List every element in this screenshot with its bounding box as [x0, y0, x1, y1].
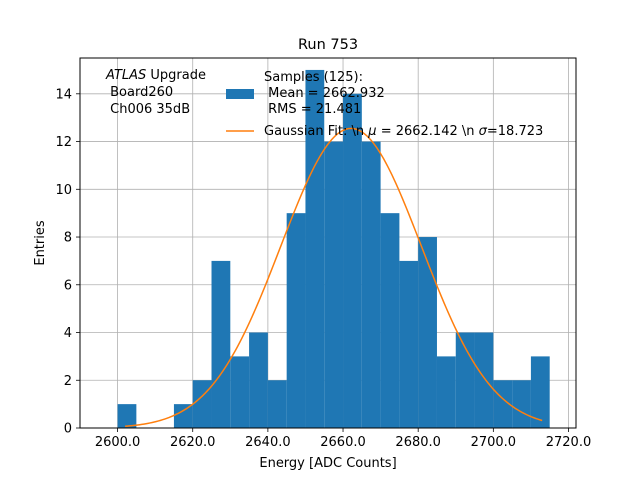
histogram-bar — [343, 93, 362, 428]
histogram-bar — [530, 356, 550, 428]
histogram-bar — [512, 380, 531, 428]
histogram-bar — [361, 141, 381, 428]
x-tick-label: 2640.0 — [245, 435, 291, 450]
annotation-line-2: Board260 — [106, 85, 173, 100]
histogram-bar — [493, 380, 513, 428]
y-tick-label: 10 — [55, 183, 72, 198]
x-tick-label: 2680.0 — [395, 435, 441, 450]
y-tick-label: 8 — [64, 231, 72, 246]
fit-layer — [125, 127, 543, 428]
legend-fit-pre: Gaussian Fit: \n — [264, 124, 368, 139]
annotation-line-1: ATLAS Upgrade — [105, 68, 206, 83]
histogram-bar — [286, 213, 306, 428]
histogram-bar — [211, 260, 231, 428]
histogram-bar — [324, 141, 344, 428]
x-tick-label: 2660.0 — [320, 435, 366, 450]
ticks-layer: 2600.0 2620.0 2640.0 2660.0 2680.0 2700.0 2720… — [55, 87, 591, 450]
x-tick-label: 2620.0 — [170, 435, 216, 450]
x-axis-label: Energy [ADC Counts] — [259, 456, 396, 471]
histogram-bar — [267, 380, 287, 428]
legend-hist-line-3: RMS = 21.481 — [264, 102, 361, 117]
legend-fit-sigma: σ — [479, 124, 488, 139]
histogram-bar — [380, 213, 400, 428]
y-tick-label: 0 — [64, 422, 72, 437]
legend-fit-post: =18.723 — [487, 124, 543, 139]
histogram-bar — [399, 260, 419, 428]
histogram-bar — [173, 404, 193, 428]
x-tick-label: 2700.0 — [471, 435, 517, 450]
legend-fit-mid: = 2662.142 \n — [377, 124, 479, 139]
gaussian-fit-line — [125, 127, 543, 428]
legend-hist-swatch — [226, 89, 254, 99]
histogram-bar — [418, 237, 437, 428]
histogram-bar — [474, 332, 494, 428]
legend-hist-line-2: Mean = 2662.932 — [264, 86, 385, 101]
histogram-bar — [436, 356, 456, 428]
histogram-bar — [192, 380, 212, 428]
plot-frame — [79, 57, 577, 429]
y-axis-label: Entries — [33, 220, 48, 266]
legend-fit-label: Gaussian Fit: \n μ = 2662.142 \n σ=18.72… — [264, 124, 543, 139]
histogram-bar — [230, 356, 250, 428]
y-tick-label: 2 — [64, 374, 72, 389]
x-tick-label: 2720.0 — [546, 435, 592, 450]
bars-layer — [117, 69, 550, 428]
annotation-upgrade: Upgrade — [146, 68, 206, 83]
y-tick-label: 6 — [64, 278, 72, 293]
y-tick-label: 12 — [55, 135, 72, 150]
histogram-bar — [249, 332, 268, 428]
legend: Samples (125): Mean = 2662.932 RMS = 21.… — [226, 70, 543, 139]
x-tick-label: 2600.0 — [95, 435, 141, 450]
chart-title: Run 753 — [298, 37, 358, 53]
legend-hist-line-1: Samples (125): — [264, 70, 363, 85]
annotation-line-3: Ch006 35dB — [106, 102, 190, 117]
annotation-atlas: ATLAS — [105, 68, 146, 83]
y-tick-label: 4 — [64, 326, 72, 341]
histogram-bar — [117, 404, 137, 428]
histogram-bar — [305, 69, 325, 428]
legend-fit-mu: μ — [367, 124, 376, 139]
y-tick-label: 14 — [55, 87, 72, 102]
atlas-annotation: ATLAS Upgrade Board260 Ch006 35dB — [105, 68, 206, 117]
